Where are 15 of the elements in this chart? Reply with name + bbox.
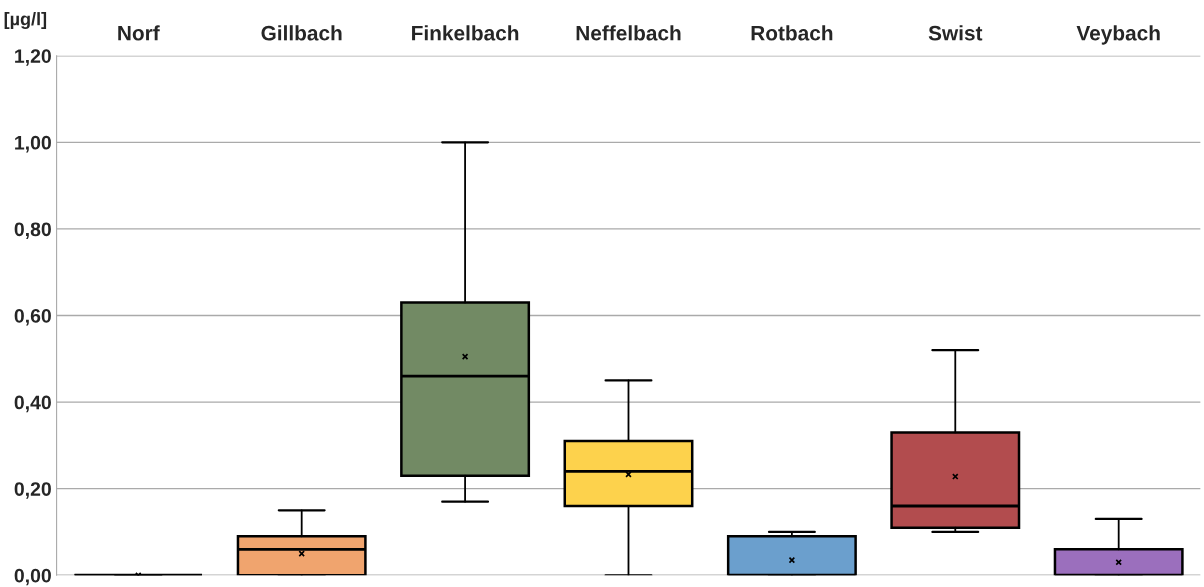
- x-tick-label: Veybach: [1076, 25, 1160, 45]
- x-tick-label: Gillbach: [261, 25, 342, 41]
- x-tick-label: Finkelbach: [412, 25, 519, 41]
- x-tick-label: Rotbach: [751, 25, 833, 41]
- y-axis-title: [µg/l]: [4, 12, 47, 29]
- y-tick-label: 0,40: [14, 395, 51, 413]
- x-tick-label: Neffelbach: [576, 25, 681, 41]
- y-tick-label: 0,60: [14, 308, 51, 326]
- y-tick-label: 0,80: [14, 222, 51, 239]
- y-tick-label: 0,20: [14, 482, 51, 499]
- y-tick-label: 0,00: [14, 568, 51, 586]
- y-tick-label: 1,20: [15, 49, 51, 66]
- x-tick-label: Swist: [928, 25, 983, 41]
- x-tick-label: Norf: [118, 25, 160, 41]
- y-tick-label: 1,00: [15, 135, 51, 153]
